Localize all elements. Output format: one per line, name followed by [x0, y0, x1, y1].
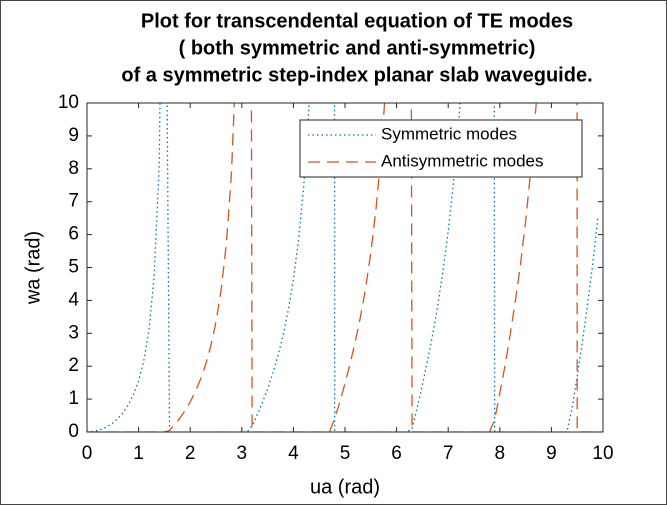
- x-tick-label: 7: [443, 443, 454, 464]
- y-tick-label: 10: [58, 92, 79, 113]
- legend-label: Symmetric modes: [381, 124, 517, 143]
- x-tick-label: 1: [133, 443, 144, 464]
- x-tick-label: 3: [237, 443, 248, 464]
- y-tick-label: 7: [68, 191, 79, 212]
- axes-box: [86, 102, 604, 433]
- y-tick-label: 8: [68, 158, 79, 179]
- chart-title: ( both symmetric and anti-symmetric): [179, 37, 536, 59]
- legend-label: Antisymmetric modes: [381, 151, 543, 170]
- x-tick-label: 6: [391, 443, 402, 464]
- legend-box: [299, 119, 583, 178]
- y-tick-label: 5: [68, 257, 79, 278]
- x-tick-label: 4: [288, 443, 299, 464]
- y-tick-label: 4: [68, 289, 79, 310]
- plot-lines: [87, 103, 603, 432]
- x-tick-label: 8: [495, 443, 506, 464]
- x-tick-label: 5: [340, 443, 351, 464]
- y-tick-label: 0: [68, 421, 79, 442]
- x-tick-label: 9: [546, 443, 557, 464]
- series-line: [87, 103, 603, 432]
- y-tick-label: 9: [68, 125, 79, 146]
- y-tick-label: 3: [68, 322, 79, 343]
- y-tick-label: 1: [68, 388, 79, 409]
- chart-title: Plot for transcendental equation of TE m…: [141, 10, 573, 32]
- y-tick-label: 2: [68, 355, 79, 376]
- x-axis-label: ua (rad): [310, 476, 380, 498]
- x-tick-label: 10: [592, 443, 613, 464]
- y-axis-label: wa (rad): [22, 231, 44, 305]
- x-tick-label: 0: [82, 443, 93, 464]
- x-tick-label: 2: [185, 443, 196, 464]
- y-tick-label: 6: [68, 224, 79, 245]
- chart-title: of a symmetric step-index planar slab wa…: [121, 64, 592, 86]
